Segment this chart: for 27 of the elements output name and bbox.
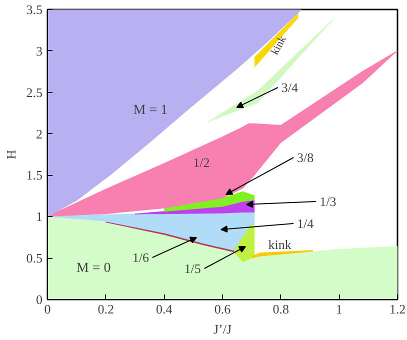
text: 1/5 xyxy=(184,261,201,276)
y-tick-label: 3 xyxy=(36,43,42,58)
text: M = 0 xyxy=(76,261,111,276)
x-tick-label: 0.2 xyxy=(98,302,114,316)
text: 1/3 xyxy=(320,194,336,209)
x-tick-label: 1.2 xyxy=(389,302,406,316)
y-tick-label: 1.5 xyxy=(26,168,42,183)
y-tick-label: 0.5 xyxy=(26,250,42,266)
x-tick-label: 1 xyxy=(336,302,342,316)
y-tick-label: 2.5 xyxy=(26,84,42,100)
series-label: 1/2 xyxy=(193,155,210,170)
text: kink xyxy=(268,34,289,57)
series-label: 1/6 xyxy=(132,250,150,265)
series-label: M = 1 xyxy=(133,103,168,118)
x-tick-label: 0.6 xyxy=(214,302,232,316)
text: 3/8 xyxy=(297,150,314,165)
x-axis-title: J’/J xyxy=(213,322,232,336)
x-tick-label: 0.4 xyxy=(156,302,173,316)
text: 1/4 xyxy=(297,216,314,231)
y-tick-label: 2 xyxy=(36,126,42,142)
x-tick-label: 0.8 xyxy=(272,302,289,316)
y-tick-label: 1 xyxy=(36,209,42,224)
y-tick-label: 0 xyxy=(36,292,42,307)
series-label: 3/4 xyxy=(281,80,298,95)
series-label: kink xyxy=(268,237,292,252)
y-tick-label: 3.5 xyxy=(26,2,42,17)
y-axis-title: H xyxy=(3,150,18,160)
